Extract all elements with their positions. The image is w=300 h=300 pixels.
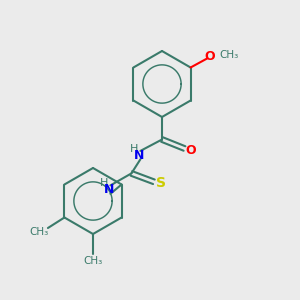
Text: O: O xyxy=(186,143,196,157)
Text: H: H xyxy=(100,178,108,188)
Text: N: N xyxy=(134,149,145,162)
Text: S: S xyxy=(155,176,166,190)
Text: N: N xyxy=(104,183,115,196)
Text: CH₃: CH₃ xyxy=(29,226,49,237)
Text: CH₃: CH₃ xyxy=(83,256,103,266)
Text: H: H xyxy=(130,144,138,154)
Text: O: O xyxy=(205,50,215,64)
Text: CH₃: CH₃ xyxy=(219,50,238,61)
